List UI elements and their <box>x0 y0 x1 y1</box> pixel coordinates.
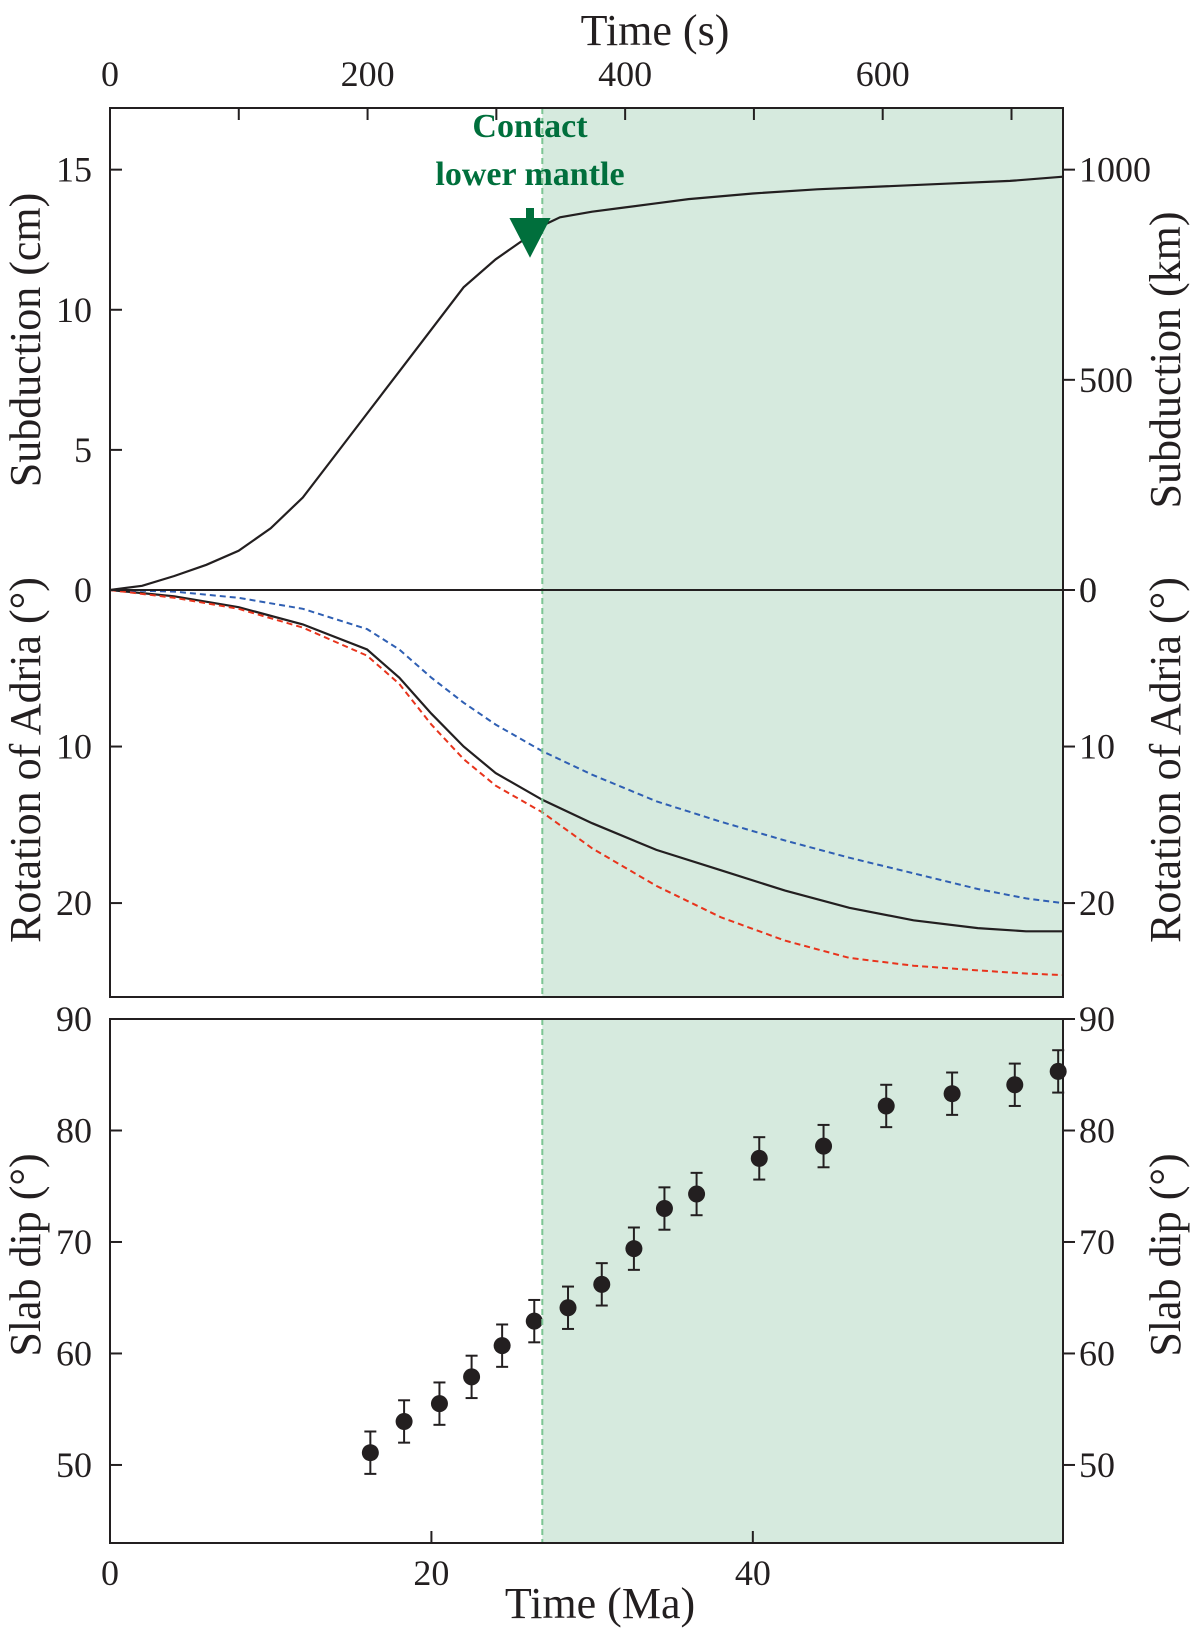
x-tick-label: 40 <box>735 1553 771 1593</box>
y2-tick-label-slab-dip: 70 <box>1079 1222 1115 1262</box>
y2-tick-label-slab-dip: 60 <box>1079 1333 1115 1373</box>
slab-dip-point <box>593 1275 611 1293</box>
y2-axis-label-rotation: Rotation of Adria (°) <box>1141 577 1190 943</box>
top-x-tick-label: 400 <box>598 54 652 94</box>
top-x-axis-label: Time (s) <box>581 6 730 55</box>
slab-dip-point <box>688 1185 706 1203</box>
y-tick-label-subduction: 10 <box>56 290 92 330</box>
y2-axis-label-subduction: Subduction (km) <box>1141 212 1190 509</box>
slab-dip-point <box>463 1368 481 1386</box>
y-tick-label-slab-dip: 50 <box>56 1445 92 1485</box>
top-x-tick-label: 600 <box>856 54 910 94</box>
y-tick-label-rotation: 20 <box>56 883 92 923</box>
y-tick-label-rotation: 10 <box>56 727 92 767</box>
y-axis-label-slab-dip: Slab dip (°) <box>1 1153 50 1356</box>
slab-dip-point <box>559 1299 577 1317</box>
slab-dip-point <box>943 1085 961 1103</box>
y2-tick-label-rotation: 0 <box>1079 570 1097 610</box>
y2-tick-label-slab-dip: 90 <box>1079 999 1115 1039</box>
y2-axis-label-slab-dip: Slab dip (°) <box>1141 1153 1190 1356</box>
lower-mantle-shaded-region <box>542 108 1063 997</box>
y-axis-label-rotation: Rotation of Adria (°) <box>1 577 50 943</box>
y-axis-label-subduction: Subduction (cm) <box>1 193 50 488</box>
annotation-contact: Contact <box>472 108 588 145</box>
annotation-lower-mantle: lower mantle <box>435 156 624 193</box>
y2-tick-label-rotation: 20 <box>1079 883 1115 923</box>
slab-dip-point <box>525 1312 543 1330</box>
top-x-tick-label: 0 <box>101 54 119 94</box>
plot-frame-top <box>109 107 1064 998</box>
x-axis-label: Time (Ma) <box>505 1579 695 1628</box>
y-tick-label-subduction: 5 <box>74 430 92 470</box>
y-tick-label-subduction: 0 <box>74 570 92 610</box>
x-tick-label: 20 <box>413 1553 449 1593</box>
y2-tick-label-slab-dip: 50 <box>1079 1445 1115 1485</box>
slab-dip-point <box>750 1149 768 1167</box>
y2-tick-label-slab-dip: 80 <box>1079 1110 1115 1150</box>
top-x-tick-label: 200 <box>341 54 395 94</box>
y2-tick-label-subduction: 1000 <box>1079 150 1151 190</box>
slab-dip-point <box>877 1097 895 1115</box>
slab-dip-point <box>361 1444 379 1462</box>
y-tick-label-slab-dip: 70 <box>56 1222 92 1262</box>
subduction-line <box>109 175 1064 592</box>
y2-tick-label-subduction: 500 <box>1079 360 1133 400</box>
slab-dip-point <box>395 1412 413 1430</box>
slab-dip-point <box>430 1395 448 1413</box>
slab-dip-point <box>655 1200 673 1218</box>
x-tick-label: 0 <box>101 1553 119 1593</box>
slab-dip-point <box>1006 1076 1024 1094</box>
plot-frame-bottom <box>109 1018 1064 1544</box>
arrow-down-icon <box>509 208 551 258</box>
slab-dip-point <box>815 1137 833 1155</box>
y-tick-label-slab-dip: 90 <box>56 999 92 1039</box>
y2-tick-label-subduction: 0 <box>1079 570 1097 610</box>
slab-dip-point <box>625 1240 643 1258</box>
y2-tick-label-rotation: 10 <box>1079 727 1115 767</box>
y-tick-label-subduction: 15 <box>56 150 92 190</box>
lower-mantle-shaded-region-bottom <box>542 1019 1063 1543</box>
slab-dip-point <box>1049 1062 1067 1080</box>
y-tick-label-slab-dip: 80 <box>56 1110 92 1150</box>
y-tick-label-slab-dip: 60 <box>56 1333 92 1373</box>
slab-dip-point <box>493 1337 511 1355</box>
